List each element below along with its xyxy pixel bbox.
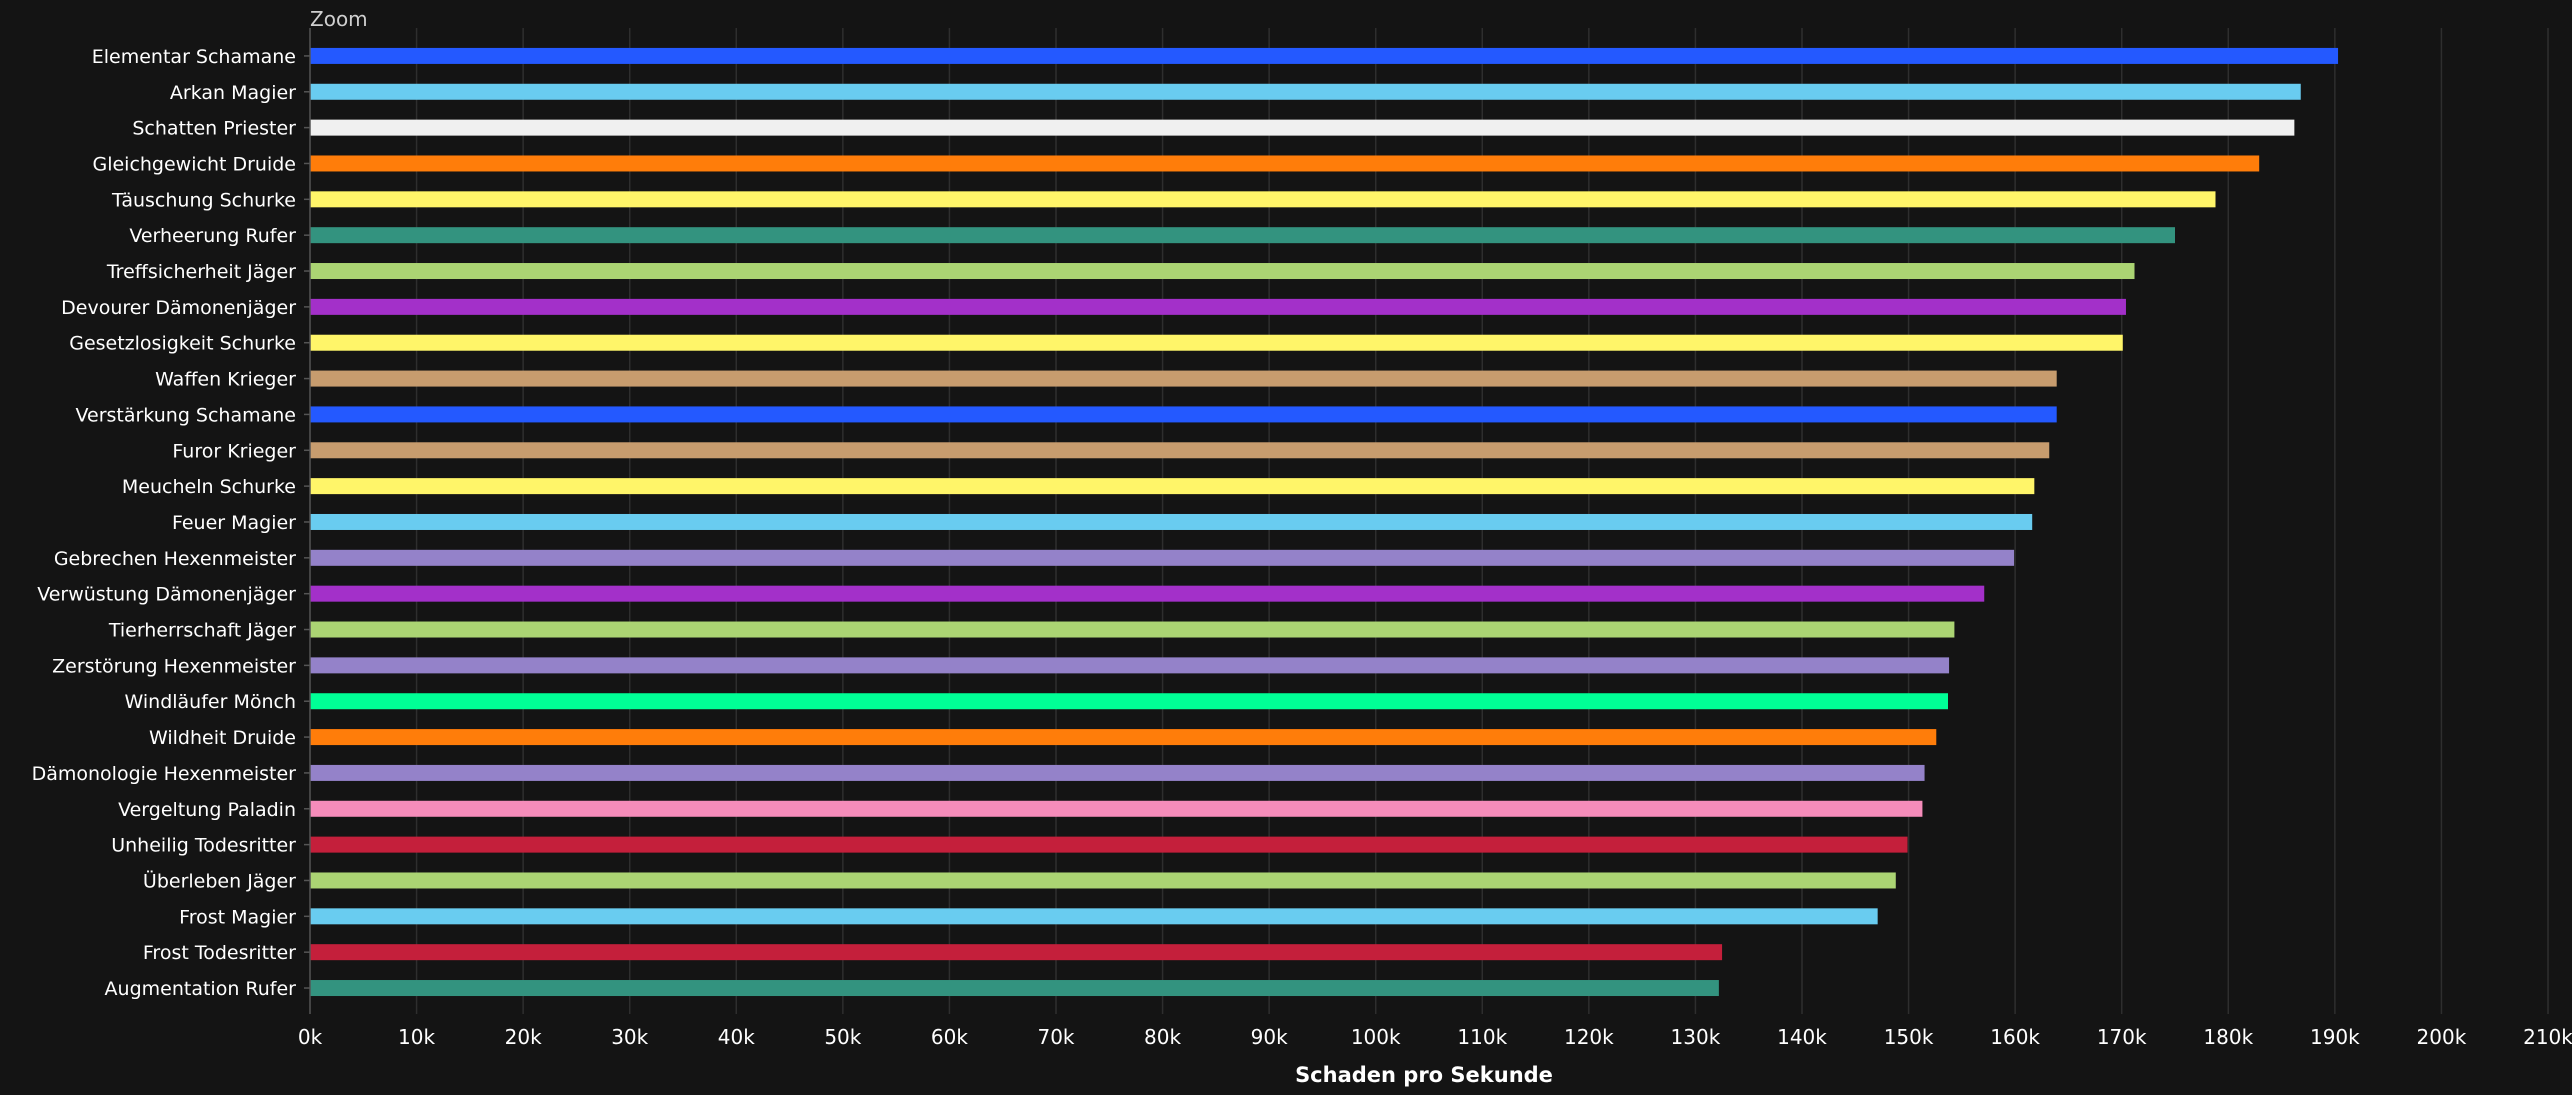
category-label: Tierherrschaft Jäger — [108, 620, 296, 642]
bar[interactable] — [310, 334, 2123, 351]
x-tick-label: 0k — [298, 1025, 323, 1049]
category-label: Überleben Jäger — [143, 869, 296, 892]
bar[interactable] — [310, 800, 1923, 817]
bar[interactable] — [310, 191, 2216, 208]
x-tick-label: 200k — [2417, 1025, 2467, 1049]
x-tick-label: 20k — [505, 1025, 542, 1049]
bar[interactable] — [310, 263, 2135, 280]
bar[interactable] — [310, 657, 1950, 674]
category-label: Windläufer Mönch — [125, 691, 297, 713]
x-tick-label: 100k — [1351, 1025, 1401, 1049]
x-tick-label: 110k — [1457, 1025, 1507, 1049]
bar[interactable] — [310, 836, 1908, 853]
x-tick-label: 150k — [1884, 1025, 1934, 1049]
category-labels: Elementar Schamane Arkan Magier Schatten P… — [32, 46, 310, 1000]
x-tick-label: 60k — [931, 1025, 968, 1049]
bar[interactable] — [310, 513, 2033, 530]
bar[interactable] — [310, 944, 1723, 961]
bar[interactable] — [310, 980, 1719, 997]
x-tick-label: 120k — [1564, 1025, 1614, 1049]
bar[interactable] — [310, 370, 2057, 387]
bar[interactable] — [310, 872, 1896, 889]
bar[interactable] — [310, 585, 1985, 602]
zoom-label[interactable]: Zoom — [310, 7, 368, 31]
bar[interactable] — [310, 442, 2050, 459]
category-label: Gebrechen Hexenmeister — [54, 548, 296, 570]
bar[interactable] — [310, 227, 2175, 244]
x-axis-ticks: 0k 10k 20k 30k 40k 50k 60k 70k 80k 90k 100k 110k 120… — [298, 1025, 2572, 1049]
category-label: Wildheit Druide — [149, 727, 296, 749]
category-label: Verheerung Rufer — [129, 225, 296, 247]
category-label: Vergeltung Paladin — [118, 799, 296, 821]
x-tick-label: 130k — [1671, 1025, 1721, 1049]
bar[interactable] — [310, 621, 1955, 638]
bar[interactable] — [310, 47, 2339, 64]
bars — [310, 47, 2339, 997]
category-label: Zerstörung Hexenmeister — [52, 655, 296, 677]
category-label: Arkan Magier — [170, 82, 296, 104]
category-label: Treffsicherheit Jäger — [106, 261, 296, 283]
category-label: Devourer Dämonenjäger — [61, 297, 296, 319]
category-label: Waffen Krieger — [155, 369, 296, 391]
bar[interactable] — [310, 119, 2295, 136]
x-tick-label: 70k — [1037, 1025, 1074, 1049]
category-label: Verwüstung Dämonenjäger — [37, 584, 296, 606]
bar[interactable] — [310, 764, 1925, 781]
bar[interactable] — [310, 908, 1878, 925]
category-label: Schatten Priester — [132, 118, 296, 140]
category-label: Gesetzlosigkeit Schurke — [69, 333, 296, 355]
bar[interactable] — [310, 155, 2260, 172]
category-label: Frost Magier — [179, 906, 296, 928]
category-label: Dämonologie Hexenmeister — [32, 763, 297, 785]
x-tick-label: 190k — [2310, 1025, 2360, 1049]
category-label: Feuer Magier — [172, 512, 296, 534]
x-tick-label: 140k — [1777, 1025, 1827, 1049]
x-axis-title: Schaden pro Sekunde — [1295, 1063, 1553, 1087]
x-tick-label: 90k — [1251, 1025, 1288, 1049]
bar[interactable] — [310, 478, 2035, 495]
x-tick-label: 210k — [2523, 1025, 2572, 1049]
x-tick-label: 160k — [1990, 1025, 2040, 1049]
x-tick-label: 10k — [398, 1025, 435, 1049]
category-label: Elementar Schamane — [92, 46, 296, 68]
category-label: Frost Todesritter — [143, 942, 296, 964]
bar[interactable] — [310, 549, 2015, 566]
x-tick-label: 180k — [2203, 1025, 2253, 1049]
category-label: Furor Krieger — [172, 440, 296, 462]
category-label: Augmentation Rufer — [105, 978, 297, 1000]
category-label: Täuschung Schurke — [111, 189, 296, 211]
x-tick-label: 80k — [1144, 1025, 1181, 1049]
category-label: Gleichgewicht Druide — [92, 153, 296, 175]
bar[interactable] — [310, 693, 1949, 710]
category-label: Meucheln Schurke — [122, 476, 296, 498]
bar[interactable] — [310, 406, 2057, 423]
x-tick-label: 170k — [2097, 1025, 2147, 1049]
x-tick-label: 50k — [824, 1025, 861, 1049]
category-label: Verstärkung Schamane — [75, 404, 296, 426]
category-label: Unheilig Todesritter — [111, 835, 296, 857]
bar[interactable] — [310, 729, 1937, 746]
bar[interactable] — [310, 298, 2126, 315]
bar[interactable] — [310, 83, 2301, 100]
x-tick-label: 40k — [718, 1025, 755, 1049]
x-tick-label: 30k — [611, 1025, 648, 1049]
